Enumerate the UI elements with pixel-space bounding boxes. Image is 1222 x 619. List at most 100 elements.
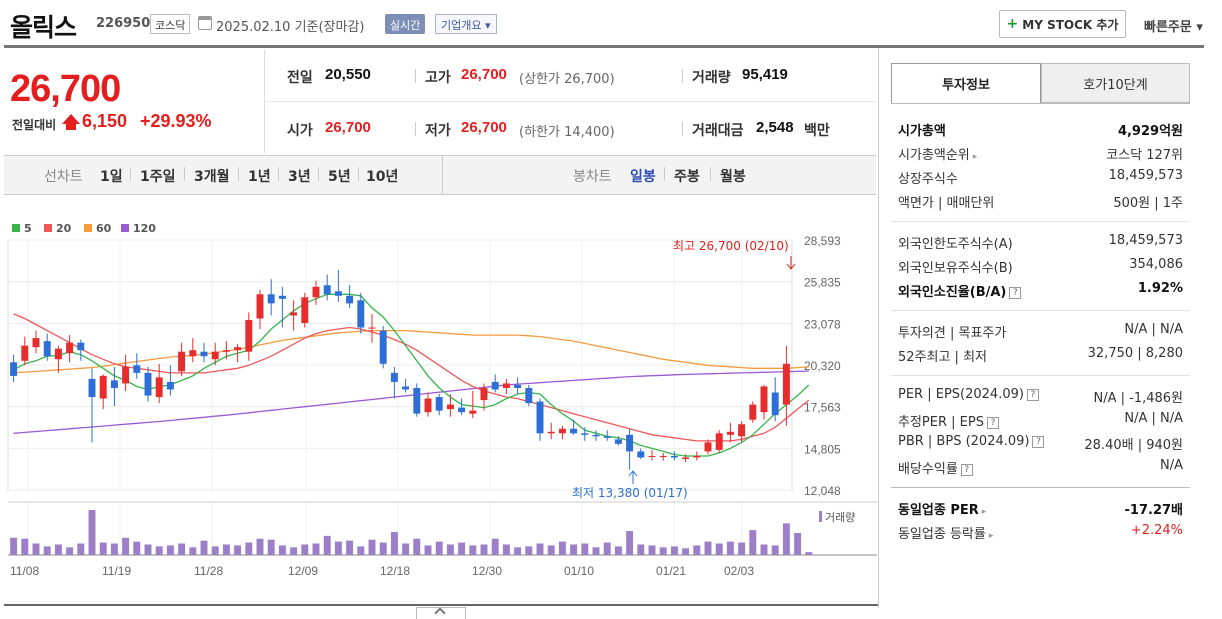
info-row-value: N/A | N/A <box>1124 411 1183 426</box>
info-divider <box>891 375 1190 376</box>
high-value: 26,700 <box>461 66 507 83</box>
quick-order-dropdown[interactable]: 빠른주문 ▾ <box>1144 20 1203 35</box>
x-tick-label: 02/03 <box>724 564 754 578</box>
legend-ma60: 60 <box>96 222 112 235</box>
y-tick-label: 12,048 <box>804 484 841 498</box>
period-1y[interactable]: 1년 <box>248 169 271 185</box>
volume-bar <box>278 545 286 555</box>
volume-bar <box>637 544 645 555</box>
help-icon[interactable]: ? <box>1032 436 1045 448</box>
info-row-value: 18,459,573 <box>1108 233 1183 248</box>
period-1w[interactable]: 1주일 <box>140 169 176 185</box>
help-icon[interactable]: ? <box>1009 287 1022 299</box>
volume-bar <box>122 537 130 555</box>
grid-sep <box>682 122 683 136</box>
help-icon[interactable]: ? <box>1026 389 1039 401</box>
volume-bar <box>435 541 443 555</box>
legend-ma60-swatch <box>84 224 92 232</box>
info-row-label: 동일업종 등락률 ▸ <box>898 527 994 542</box>
y-tick-label: 14,805 <box>804 442 841 456</box>
candle-body <box>782 363 790 405</box>
chart-bottom-divider <box>4 604 878 606</box>
volume-bar <box>301 544 309 555</box>
candle-body <box>693 455 701 458</box>
help-icon[interactable]: ? <box>986 417 999 429</box>
candle-body <box>200 351 208 357</box>
chevron-right-icon[interactable]: ▸ <box>972 152 978 162</box>
y-tick-label: 17,563 <box>804 401 841 415</box>
chevron-right-icon[interactable]: ▸ <box>981 507 987 517</box>
stock-code: 226950 <box>96 16 151 31</box>
candle-body <box>558 428 566 434</box>
candle-monthly[interactable]: 월봉 <box>720 169 746 185</box>
candle-body <box>614 439 622 444</box>
info-row-label: 외국인한도주식수(A) <box>898 237 1013 252</box>
volume-bar <box>536 543 544 555</box>
info-divider <box>891 487 1190 488</box>
high-annotation: 최고 26,700 (02/10) <box>673 239 789 253</box>
candle-body <box>43 341 51 357</box>
candle-body <box>581 433 589 435</box>
period-sep <box>130 167 131 181</box>
candle-body <box>626 434 634 452</box>
candle-body <box>670 455 678 458</box>
x-tick-label: 11/28 <box>194 564 223 578</box>
period-1d[interactable]: 1일 <box>100 169 123 185</box>
up-arrow-icon <box>62 114 80 124</box>
volume-bar <box>648 545 656 555</box>
legend-ma5: 5 <box>24 222 32 235</box>
period-10y[interactable]: 10년 <box>366 169 399 185</box>
info-row-value: 500원 | 1주 <box>1113 196 1183 211</box>
candle-body <box>256 294 264 319</box>
volume-bar <box>155 546 163 555</box>
candle-body <box>334 291 342 296</box>
volume-bar <box>525 546 533 555</box>
volume-bar <box>693 545 701 555</box>
volume-bar <box>805 552 813 555</box>
info-row-value: 4,929억원 <box>1117 124 1183 139</box>
help-icon[interactable]: ? <box>960 464 973 476</box>
volume-bar <box>670 546 678 555</box>
candle-body <box>144 372 152 396</box>
candle-weekly[interactable]: 주봉 <box>674 169 700 185</box>
candle-daily[interactable]: 일봉 <box>630 169 656 185</box>
candle-body <box>738 424 746 437</box>
company-info-dropdown[interactable]: 기업개요 ▾ <box>435 14 497 34</box>
period-sep <box>664 167 665 181</box>
volume-bar <box>54 544 62 555</box>
period-3y[interactable]: 3년 <box>288 169 311 185</box>
legend-ma20: 20 <box>56 222 72 235</box>
low-annotation: 최저 13,380 (01/17) <box>572 486 688 500</box>
realtime-button[interactable]: 실시간 <box>385 14 426 34</box>
volume-bar <box>200 540 208 555</box>
prev-close-value: 20,550 <box>325 66 371 83</box>
volume-bar <box>10 537 18 555</box>
volume-bar <box>88 510 96 555</box>
volume-bar <box>603 542 611 555</box>
volume-bar <box>368 539 376 555</box>
candle-body <box>155 377 163 398</box>
tab-order-book[interactable]: 호가10단계 <box>1041 63 1190 103</box>
collapse-button[interactable] <box>416 607 466 619</box>
volume-bar <box>133 541 141 555</box>
volume-bar <box>738 542 746 555</box>
volume-bar <box>256 538 264 555</box>
y-tick-label: 20,320 <box>804 359 841 373</box>
period-sep <box>184 167 185 181</box>
candle-body <box>570 428 578 434</box>
period-5y[interactable]: 5년 <box>328 169 351 185</box>
my-stock-add-button[interactable]: + MY STOCK 추가 <box>999 10 1126 38</box>
volume-legend-swatch <box>819 511 822 522</box>
info-row-label: 동일업종 PER ▸ <box>898 503 987 518</box>
volume-bar <box>245 542 253 555</box>
period-3m[interactable]: 3개월 <box>194 169 230 185</box>
tab-invest-info[interactable]: 투자정보 <box>891 63 1041 103</box>
volume-bar <box>43 546 51 555</box>
candle-body <box>592 434 600 437</box>
candle-body <box>525 387 533 404</box>
candle-body <box>222 350 230 352</box>
candle-body <box>234 347 242 351</box>
chevron-right-icon[interactable]: ▸ <box>988 531 994 541</box>
low-arrow-head <box>628 470 638 477</box>
market-badge: 코스닥 <box>150 14 191 34</box>
